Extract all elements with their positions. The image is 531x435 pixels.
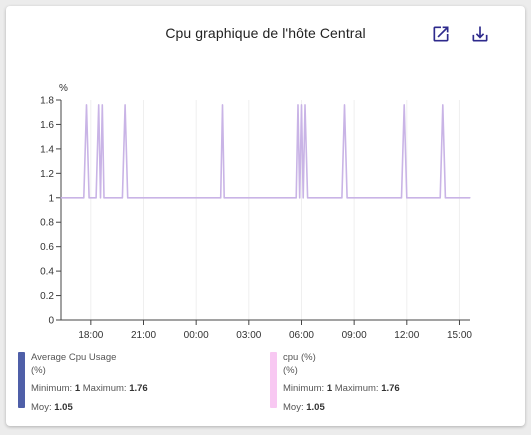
y-tick-label: 0.8: [40, 218, 54, 229]
y-tick-label: 1.4: [40, 144, 54, 155]
x-tick-label: 06:00: [289, 330, 314, 341]
data-point: [304, 104, 306, 106]
chart-title: Cpu graphique de l'hôte Central: [165, 25, 366, 41]
data-point: [307, 197, 309, 199]
x-tick-label: 21:00: [131, 330, 156, 341]
data-point: [121, 197, 124, 199]
data-point: [60, 197, 62, 199]
y-tick-label: 1.8: [40, 96, 54, 107]
open-in-new-icon[interactable]: [431, 24, 451, 44]
download-icon[interactable]: [470, 24, 490, 44]
data-point: [343, 104, 346, 106]
data-point: [88, 197, 90, 199]
legend-name: cpu (%): [283, 352, 316, 363]
legend-max-value: 1.76: [381, 383, 400, 394]
legend-min-label: Minimum:: [31, 383, 73, 394]
legend-min-value: 1: [74, 383, 81, 394]
data-point: [403, 104, 405, 106]
data-point: [99, 197, 102, 199]
legend-swatch-average-cpu: [18, 352, 25, 408]
x-tick-label: 03:00: [236, 330, 261, 341]
legend-min-value: 1: [326, 383, 333, 394]
legend-avg-value: 1.05: [306, 401, 325, 413]
series-line-cpu: [61, 104, 470, 199]
y-tick-label: 0.2: [40, 291, 54, 302]
data-point: [221, 104, 224, 106]
legend-avg-label: Moy:: [31, 401, 52, 413]
data-point: [98, 104, 100, 106]
data-point: [295, 197, 297, 199]
data-point: [101, 104, 103, 106]
x-tick-label: 09:00: [342, 330, 367, 341]
data-point: [106, 197, 108, 199]
legend-avg-value: 1.05: [54, 401, 73, 413]
x-tick-label: 00:00: [184, 330, 209, 341]
legend-max-label: Maximum:: [82, 383, 127, 394]
data-point: [223, 197, 225, 199]
y-tick-label: 0: [48, 316, 54, 327]
data-point: [297, 104, 299, 106]
legend-swatch-cpu: [270, 352, 277, 408]
x-tick-label: 12:00: [394, 330, 419, 341]
data-point: [127, 197, 129, 199]
data-point: [469, 197, 471, 199]
data-point: [103, 197, 105, 199]
legend-min-label: Minimum:: [283, 383, 325, 394]
legend-name: Average Cpu Usage: [31, 352, 117, 363]
legend-avg-label: Moy:: [283, 401, 304, 413]
y-tick-label: 0.4: [40, 267, 54, 278]
y-tick-label: 1: [48, 193, 54, 204]
data-point: [442, 104, 444, 106]
data-point: [124, 104, 126, 106]
x-tick-label: 15:00: [447, 330, 472, 341]
data-point: [439, 197, 441, 199]
chart-card: [6, 6, 525, 426]
chart-series: [60, 104, 471, 199]
y-tick-label: 1.6: [40, 120, 54, 131]
legend-unit: (%): [31, 364, 46, 376]
data-point: [444, 197, 447, 199]
data-point: [83, 197, 85, 199]
chart-axes: 18:00 21:00 00:00 03:00 06:00 09:00 12:00 15:00…: [40, 96, 472, 342]
data-point: [95, 197, 97, 199]
legend-max-value: 1.76: [129, 383, 148, 394]
y-tick-label: 0.6: [40, 242, 54, 253]
legend-unit: (%): [283, 364, 298, 376]
data-point: [406, 197, 408, 199]
data-point: [400, 197, 403, 199]
y-axis-label: %: [59, 83, 68, 94]
data-point: [346, 197, 348, 199]
legend-max-label: Maximum:: [334, 383, 379, 394]
data-point: [341, 197, 343, 199]
y-tick-label: 1.2: [40, 169, 54, 180]
data-point: [302, 197, 304, 199]
x-tick-label: 18:00: [78, 330, 103, 341]
data-point: [299, 197, 301, 199]
data-point: [220, 197, 222, 199]
data-point: [85, 104, 88, 106]
data-point: [300, 104, 303, 106]
